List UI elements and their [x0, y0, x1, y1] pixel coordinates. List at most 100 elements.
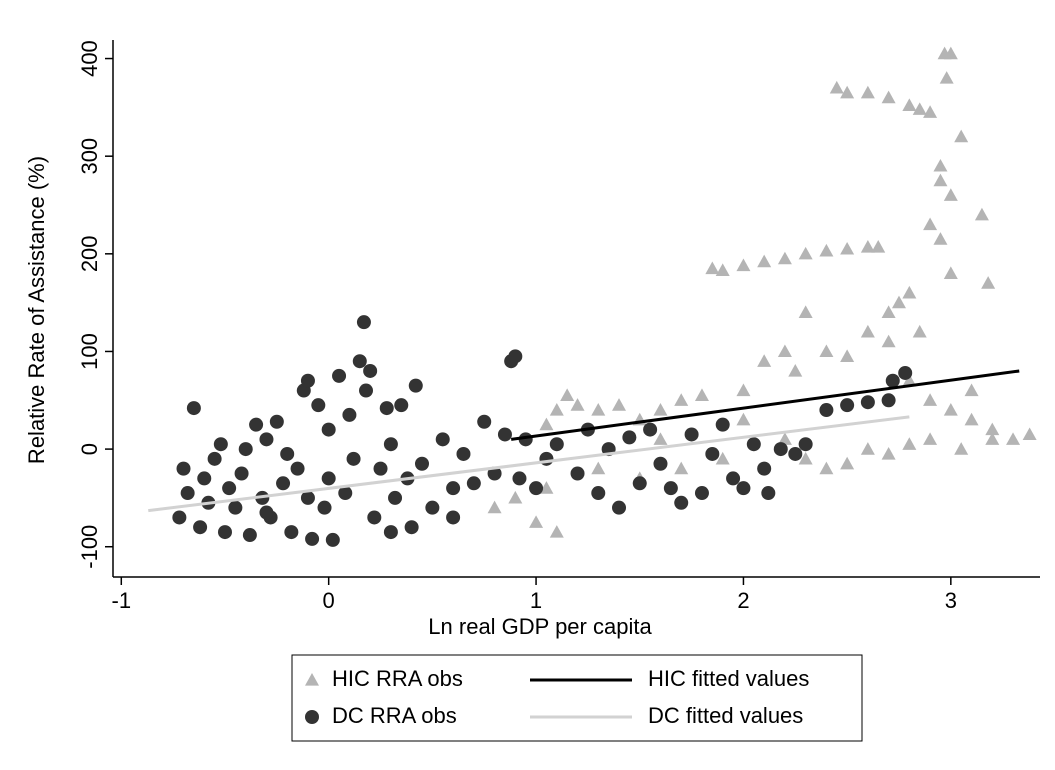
x-axis-label: Ln real GDP per capita — [428, 614, 652, 639]
point — [508, 490, 523, 504]
point — [860, 395, 875, 410]
point — [923, 393, 938, 406]
point — [860, 239, 875, 253]
point — [954, 129, 969, 143]
point — [726, 471, 741, 486]
point — [172, 510, 187, 525]
point — [622, 430, 637, 445]
point — [446, 481, 461, 496]
point — [715, 417, 730, 432]
point — [300, 490, 315, 505]
x-tick-label: 1 — [530, 588, 542, 613]
point — [964, 383, 979, 397]
point — [736, 481, 751, 496]
point — [321, 422, 336, 437]
point — [840, 85, 855, 99]
point — [777, 432, 792, 445]
point — [632, 476, 647, 491]
legend-box — [291, 654, 863, 742]
point — [798, 246, 813, 260]
point — [860, 324, 875, 338]
point — [736, 258, 751, 272]
point — [985, 432, 1000, 445]
point — [383, 525, 398, 540]
fit-line — [148, 415, 910, 513]
point — [694, 486, 709, 501]
point — [383, 437, 398, 452]
point — [529, 481, 544, 496]
point — [435, 432, 450, 447]
point — [259, 505, 274, 520]
point — [379, 401, 394, 416]
point — [757, 461, 772, 476]
point — [798, 437, 813, 452]
point — [325, 532, 340, 547]
point — [653, 403, 668, 416]
point — [477, 414, 492, 429]
point — [819, 403, 834, 418]
point — [715, 263, 730, 277]
point — [943, 266, 958, 279]
point — [228, 500, 243, 515]
point — [746, 437, 761, 452]
point — [415, 456, 429, 471]
point — [193, 520, 208, 535]
y-axis-label: Relative Rate of Assistance (%) — [24, 156, 49, 464]
point — [757, 254, 772, 268]
point — [342, 407, 357, 422]
point — [757, 354, 772, 367]
point — [898, 365, 913, 380]
point — [487, 466, 502, 481]
point — [321, 471, 336, 486]
point — [317, 500, 332, 515]
point — [560, 388, 575, 401]
point — [840, 241, 855, 255]
point — [300, 373, 315, 388]
point — [446, 510, 461, 525]
point — [885, 373, 900, 388]
point — [933, 232, 948, 245]
point — [860, 85, 875, 99]
point — [902, 437, 917, 450]
point — [456, 446, 471, 461]
point — [939, 71, 954, 84]
point — [674, 495, 689, 510]
point — [186, 401, 201, 416]
point — [487, 500, 502, 514]
point — [363, 363, 378, 378]
point — [674, 461, 689, 475]
point — [788, 363, 803, 377]
point — [788, 446, 803, 461]
point — [497, 427, 512, 442]
point — [902, 373, 917, 387]
point — [180, 486, 195, 501]
point — [394, 398, 409, 413]
point — [773, 442, 788, 457]
point — [305, 531, 320, 546]
point — [539, 451, 554, 466]
point — [508, 349, 523, 364]
point — [549, 437, 564, 452]
point — [829, 80, 844, 94]
point — [871, 239, 886, 253]
legend-marker — [305, 673, 319, 686]
point — [367, 510, 382, 525]
point — [234, 466, 249, 481]
point — [902, 98, 917, 112]
point — [1022, 427, 1037, 441]
y-tick-label: 400 — [77, 40, 102, 77]
point — [612, 500, 627, 515]
point — [197, 471, 212, 486]
point — [346, 451, 361, 466]
point — [207, 451, 222, 466]
point — [923, 432, 938, 445]
point — [549, 525, 564, 538]
point — [891, 295, 906, 309]
point — [1006, 432, 1021, 445]
point — [539, 481, 554, 494]
point — [217, 525, 232, 540]
point — [840, 349, 855, 362]
point — [798, 305, 813, 319]
point — [512, 471, 527, 486]
